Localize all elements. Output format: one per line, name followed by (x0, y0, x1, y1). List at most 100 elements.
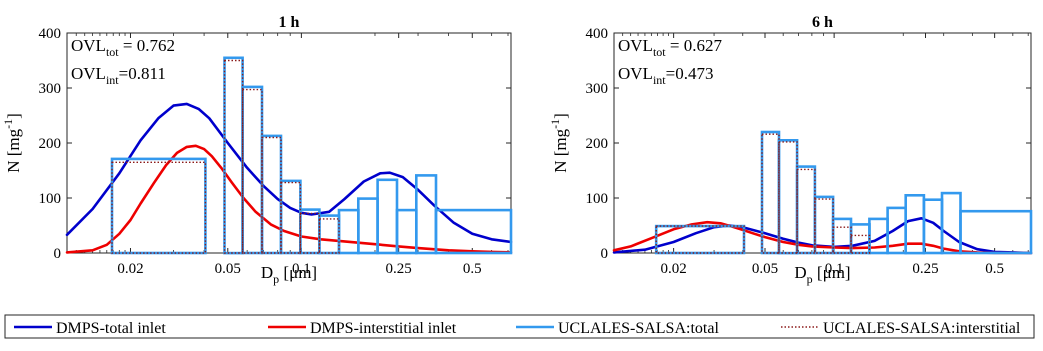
curve-line (65, 102, 513, 244)
series-uclales-salsa-total (110, 56, 513, 255)
x-tick-label: 0.25 (912, 261, 938, 277)
bin-bar (850, 234, 871, 254)
y-tick-label: 0 (601, 246, 609, 262)
xlabel-main: D (794, 263, 806, 282)
bin-bar (299, 212, 321, 254)
ovl-sub: tot (653, 45, 666, 59)
bin-bar (414, 174, 438, 255)
ylabel-main: N [mg (4, 128, 23, 172)
xlabel-main: D (261, 263, 273, 282)
panel-title: 1 h (279, 14, 300, 31)
bin-bar (778, 141, 798, 254)
curve-line (65, 144, 513, 254)
ylabel-main: N [mg (551, 128, 570, 172)
bin-bar (261, 136, 282, 254)
x-axis-label: Dp [μm] (794, 263, 850, 286)
x-axis-label: Dp [μm] (261, 263, 317, 286)
legend-item: DMPS-total inlet (14, 320, 166, 337)
y-tick-label: 200 (586, 136, 609, 152)
ovl-label: OVL (71, 36, 106, 55)
y-tick-label: 200 (39, 136, 62, 152)
bin-bar (110, 157, 207, 255)
legend: DMPS-total inlet DMPS-interstitial inlet U… (4, 314, 1035, 339)
panel-title: 6 h (812, 14, 833, 31)
x-tick-label: 0.1 (825, 261, 844, 277)
ovl-sub: tot (106, 45, 119, 59)
bin-bar (298, 208, 321, 255)
ovl-value: =0.811 (119, 64, 166, 83)
ovl-label: OVL (71, 64, 106, 83)
ovl-label: OVL (618, 64, 653, 83)
bin-bar (959, 209, 1033, 255)
y-tick-label: 300 (586, 81, 609, 97)
legend-label: DMPS-interstitial inlet (310, 320, 457, 337)
ovl-value: = 0.762 (119, 36, 175, 55)
bin-bar (318, 214, 341, 255)
ovl-int-annotation: OVLint=0.473 (618, 64, 713, 87)
ovl-sub: int (106, 73, 119, 87)
series-dmps-interstitial-inlet (65, 144, 513, 254)
bin-bar (241, 85, 264, 255)
series-uclales-salsa-interstitial (111, 59, 340, 254)
ovl-tot-annotation: OVLtot = 0.762 (71, 36, 175, 59)
bin-bar (796, 168, 816, 254)
legend-item: DMPS-interstitial inlet (268, 320, 457, 337)
legend-label: UCLALES-SALSA:total (558, 320, 719, 337)
ylabel-close: ] (551, 113, 570, 119)
bin-bar (832, 226, 852, 254)
bin-bar (434, 208, 513, 255)
x-tick-label: 0.1 (292, 261, 311, 277)
ovl-sub: int (653, 73, 666, 87)
bin-bar (814, 198, 834, 254)
legend-item: UCLALES-SALSA:total (516, 320, 719, 337)
bin-bar (376, 178, 399, 255)
bin-bar (761, 133, 780, 254)
xlabel-unit: [μm] (813, 263, 851, 282)
y-axis-label: N [mg-1] (548, 113, 570, 173)
y-tick-label: 100 (586, 191, 609, 207)
y-tick-label: 100 (39, 191, 62, 207)
ylabel-sup: -1 (548, 119, 562, 129)
x-tick-label: 0.02 (660, 261, 686, 277)
xlabel-sub: p (807, 272, 813, 286)
bin-bar (241, 88, 263, 254)
legend-item: UCLALES-SALSA:interstitial (781, 320, 1021, 337)
ovl-tot-annotation: OVLtot = 0.627 (618, 36, 722, 59)
y-tick-label: 300 (39, 81, 62, 97)
y-tick-label: 0 (54, 246, 62, 262)
bin-bar (111, 161, 207, 254)
y-tick-label: 400 (586, 26, 609, 42)
bin-bar (777, 139, 799, 255)
bin-bar (655, 225, 745, 254)
x-tick-label: 0.02 (117, 261, 143, 277)
xlabel-unit: [μm] (279, 263, 317, 282)
bin-bar (795, 165, 817, 255)
legend-label: UCLALES-SALSA:interstitial (823, 320, 1021, 337)
ylabel-close: ] (4, 113, 23, 119)
y-tick-label: 400 (39, 26, 62, 42)
bin-bar (223, 56, 244, 255)
bin-bar (337, 208, 360, 255)
x-tick-label: 0.05 (215, 261, 241, 277)
x-tick-label: 0.5 (463, 261, 482, 277)
bin-bar (280, 181, 302, 254)
ovl-value: = 0.627 (666, 36, 723, 55)
bin-bar (318, 218, 340, 254)
series-dmps-total-inlet (65, 102, 513, 244)
x-tick-label: 0.25 (386, 261, 412, 277)
ovl-value: =0.473 (666, 64, 714, 83)
x-tick-label: 0.5 (985, 261, 1004, 277)
ovl-label: OVL (618, 36, 653, 55)
ylabel-sup: -1 (1, 119, 15, 129)
ovl-int-annotation: OVLint=0.811 (71, 64, 166, 87)
legend-label: DMPS-total inlet (56, 320, 166, 337)
series-uclales-salsa-interstitial (655, 133, 871, 254)
panel-6h: 0.02 0.05 0.1 0.25 0.5 0 100 200 300 400 6 h OVLtot… (548, 14, 1033, 286)
xlabel-sub: p (273, 272, 279, 286)
bin-bar (279, 179, 302, 255)
panel-1h: 0.02 0.05 0.1 0.25 0.5 0 100 200 300 400 1 h OVLtot… (1, 14, 513, 286)
y-axis-label: N [mg-1] (1, 113, 23, 173)
x-tick-label: 0.05 (752, 261, 778, 277)
series-uclales-salsa-total (654, 130, 1033, 255)
